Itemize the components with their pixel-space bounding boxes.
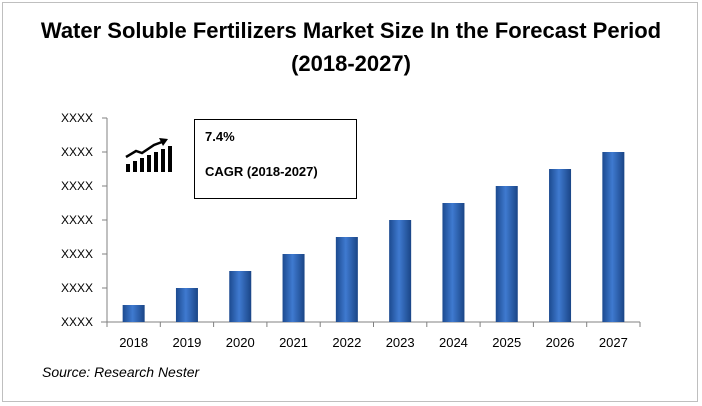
bar — [495, 186, 518, 322]
y-tick-label: XXXX — [61, 111, 93, 125]
cagr-label: CAGR (2018-2027) — [205, 164, 318, 179]
x-tick-label: 2026 — [546, 335, 575, 350]
y-tick-label: XXXX — [61, 213, 93, 227]
cagr-callout: 7.4% CAGR (2018-2027) — [194, 119, 357, 199]
bar — [229, 271, 252, 322]
x-tick-label: 2027 — [599, 335, 628, 350]
x-tick-label: 2023 — [386, 335, 415, 350]
x-tick-label: 2019 — [172, 335, 201, 350]
y-tick-label: XXXX — [61, 315, 93, 329]
bar — [175, 288, 198, 322]
x-tick-label: 2020 — [226, 335, 255, 350]
x-tick-label: 2021 — [279, 335, 308, 350]
growth-chart-icon — [125, 138, 172, 172]
x-tick-label: 2018 — [119, 335, 148, 350]
bar — [389, 220, 412, 322]
bar — [442, 203, 465, 322]
bar — [282, 254, 305, 322]
y-tick-label: XXXX — [61, 281, 93, 295]
y-tick-label: XXXX — [61, 145, 93, 159]
y-tick-label: XXXX — [61, 179, 93, 193]
chart-title: Water Soluble Fertilizers Market Size In… — [40, 18, 662, 76]
bar — [122, 305, 145, 322]
bar — [602, 152, 625, 322]
x-tick-label: 2024 — [439, 335, 468, 350]
x-tick-label: 2022 — [332, 335, 361, 350]
source-note: Source: Research Nester — [42, 364, 200, 380]
bar — [549, 169, 572, 322]
y-tick-label: XXXX — [61, 247, 93, 261]
cagr-value: 7.4% — [205, 129, 235, 144]
bar — [335, 237, 358, 322]
chart-frame — [2, 2, 698, 402]
x-tick-label: 2025 — [492, 335, 521, 350]
